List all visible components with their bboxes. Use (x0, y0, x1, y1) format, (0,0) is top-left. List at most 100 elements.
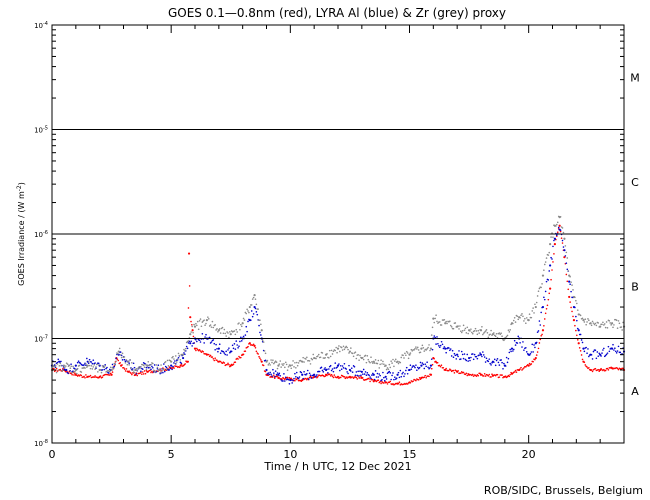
data-point (532, 360, 534, 363)
data-point (334, 349, 337, 352)
data-point (419, 351, 422, 354)
data-point (371, 374, 373, 376)
data-point (428, 375, 430, 378)
data-point (582, 318, 585, 322)
data-point (530, 316, 533, 319)
data-point (123, 358, 126, 361)
data-point (383, 363, 385, 366)
data-point (216, 348, 218, 350)
data-point (449, 369, 452, 371)
data-point (484, 330, 487, 332)
data-point (464, 327, 467, 330)
data-point (339, 350, 341, 353)
data-point (189, 342, 192, 345)
data-point (397, 362, 400, 365)
data-point (372, 372, 374, 375)
data-point (239, 340, 241, 343)
data-point (434, 317, 436, 320)
data-point (212, 339, 215, 341)
data-point (97, 362, 100, 365)
data-point (474, 327, 477, 330)
data-point (83, 375, 85, 378)
data-point (348, 364, 350, 367)
data-point (76, 367, 79, 370)
data-point (467, 356, 471, 360)
data-point (507, 329, 510, 331)
data-point (199, 341, 202, 343)
data-point (157, 369, 160, 372)
data-point (187, 342, 190, 344)
data-point (184, 350, 186, 352)
data-point (333, 374, 336, 376)
data-point (178, 366, 181, 369)
data-point (86, 357, 88, 360)
data-point (398, 381, 401, 384)
data-point (131, 368, 134, 370)
data-point (563, 237, 566, 240)
data-point (541, 283, 543, 285)
data-point (551, 232, 553, 234)
data-point (610, 322, 614, 325)
data-point (235, 340, 238, 342)
data-point (549, 287, 552, 290)
data-point (159, 371, 161, 374)
data-point (528, 354, 531, 356)
y-axis-label-sup: -2 (16, 185, 23, 191)
data-point (276, 367, 279, 370)
data-point (201, 333, 204, 335)
data-point (536, 351, 539, 353)
data-point (559, 229, 562, 232)
data-point (616, 367, 619, 370)
data-point (512, 319, 515, 322)
data-point (568, 295, 571, 299)
data-point (473, 329, 476, 332)
data-point (240, 323, 242, 326)
data-point (484, 361, 487, 363)
data-point (466, 353, 469, 356)
data-point (514, 369, 517, 372)
data-point (545, 257, 548, 259)
data-point (62, 369, 64, 371)
data-point (329, 375, 332, 377)
data-point (250, 304, 253, 306)
data-point (105, 367, 107, 370)
data-point (597, 355, 600, 357)
data-point (506, 375, 509, 378)
data-point (293, 377, 295, 380)
data-point (227, 349, 229, 351)
data-point (429, 364, 433, 367)
data-point (613, 324, 615, 326)
data-point (279, 360, 282, 362)
data-point (471, 331, 473, 334)
data-point (553, 237, 556, 240)
y-tick-base: 10 (34, 22, 43, 30)
data-point (185, 345, 188, 348)
data-point (509, 348, 511, 351)
data-point (92, 359, 95, 361)
data-point (362, 358, 365, 361)
data-point (154, 371, 157, 373)
data-point (408, 353, 411, 356)
data-point (174, 360, 176, 362)
data-point (534, 358, 536, 361)
data-point (76, 361, 79, 364)
data-point (415, 346, 417, 348)
data-point (368, 378, 370, 380)
data-point (571, 310, 573, 313)
data-point (71, 373, 73, 376)
data-point (193, 323, 195, 326)
data-point (341, 349, 344, 351)
data-point (595, 324, 598, 327)
data-point (94, 362, 96, 364)
data-point (395, 377, 398, 380)
data-point (430, 358, 433, 360)
data-point (459, 325, 461, 327)
data-point (255, 311, 258, 313)
data-point (415, 364, 417, 366)
data-point (248, 311, 250, 314)
data-point (510, 323, 512, 326)
data-point (522, 368, 524, 370)
data-point (120, 356, 123, 359)
series-lyra-zr (50, 215, 626, 375)
data-point (53, 367, 55, 370)
